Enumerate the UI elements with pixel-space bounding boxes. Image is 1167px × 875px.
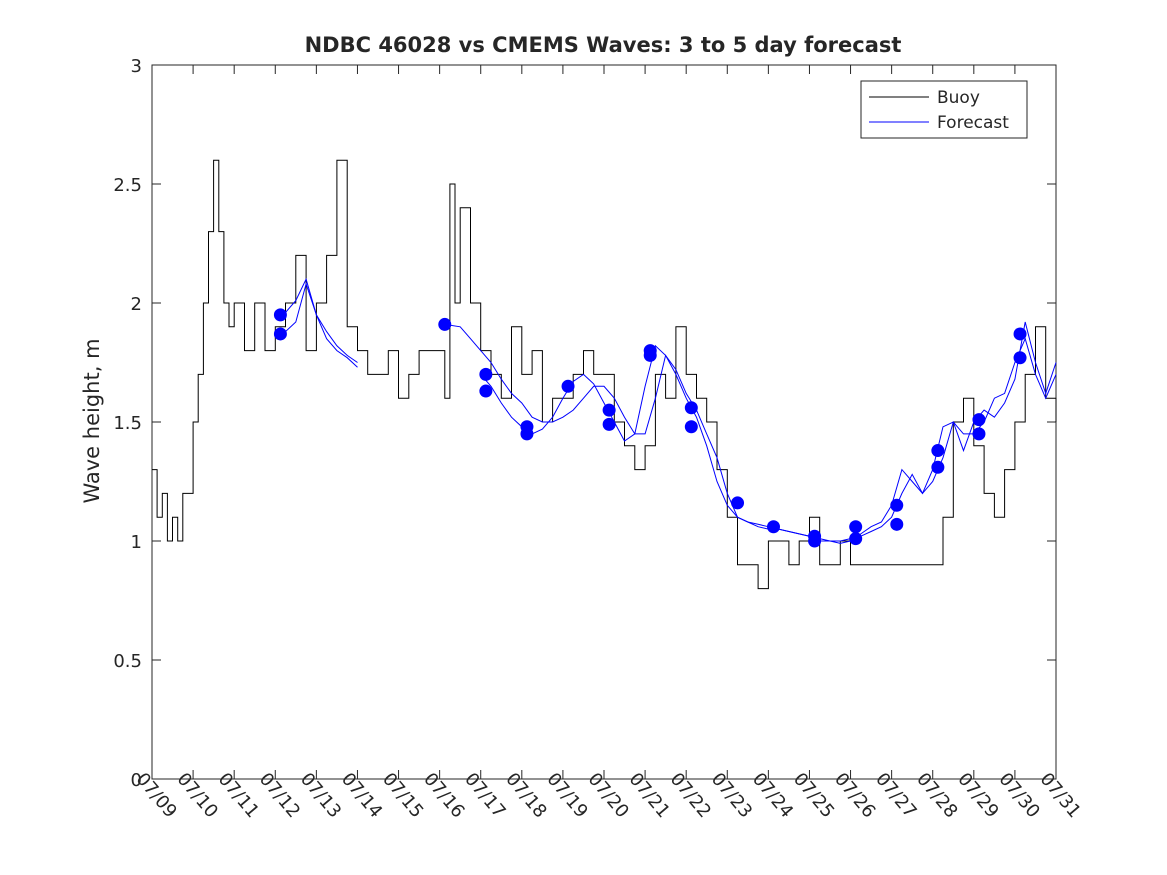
legend-forecast-label: Forecast [937,113,1009,133]
legend-buoy-label: Buoy [937,88,980,108]
legend: Buoy Forecast [860,80,1028,139]
forecast-marker [684,401,698,415]
y-tick-label: 0 [131,770,142,791]
forecast-marker [931,444,945,458]
forecast-marker [602,417,616,431]
series-layer [152,159,1057,590]
forecast-marker [731,496,745,510]
y-tick-label: 2 [131,294,142,315]
forecast-line [280,277,358,368]
y-axis: 0 0.5 1 1.5 2 2.5 3 [113,56,1056,791]
forecast-marker [1013,327,1027,341]
forecast-marker [479,367,493,381]
buoy-line [152,159,1057,590]
y-tick-label: 0.5 [113,651,142,672]
forecast-marker [972,427,986,441]
legend-box [860,80,1028,139]
forecast-marker [931,460,945,474]
forecast-marker [273,308,287,322]
y-tick-label: 1 [131,532,142,553]
forecast-marker [890,498,904,512]
y-tick-label: 3 [131,56,142,77]
forecast-marker [849,532,863,546]
y-tick-label: 1.5 [113,413,142,434]
forecast-marker [643,348,657,362]
forecast-marker [808,534,822,548]
forecast-marker [520,427,534,441]
forecast-marker [1013,351,1027,365]
forecast-marker [972,413,986,427]
forecast-marker [561,379,575,393]
forecast-marker [273,327,287,341]
forecast-line [444,323,1057,542]
forecast-marker [767,520,780,534]
forecast-marker [684,420,698,434]
y-axis-label: Wave height, m [80,338,104,503]
chart-title: NDBC 46028 vs CMEMS Waves: 3 to 5 day fo… [305,33,902,57]
forecast-marker [602,403,616,417]
forecast-marker [479,384,493,398]
forecast-marker [438,317,452,331]
y-tick-label: 2.5 [113,175,142,196]
forecast-marker [890,517,904,531]
forecast-marker [849,520,863,534]
